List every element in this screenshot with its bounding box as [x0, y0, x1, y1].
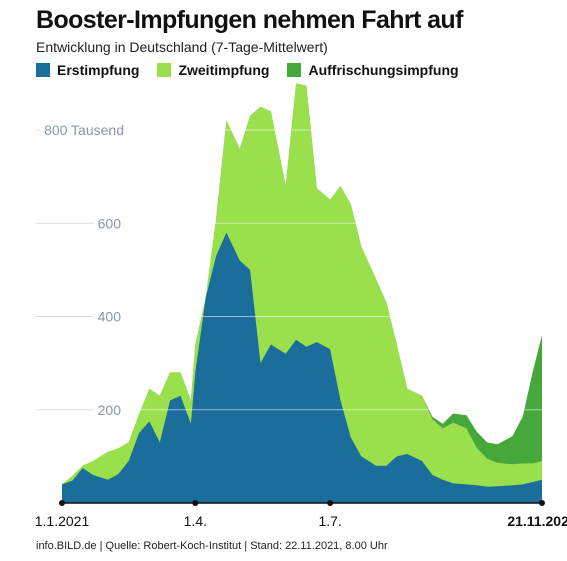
x-tick-dot-0 — [59, 500, 65, 506]
area-zweitimpfung — [62, 83, 542, 504]
x-tick-dot-3 — [539, 500, 545, 506]
legend-label-zweitimpfung: Zweitimpfung — [178, 62, 270, 78]
chart-subtitle: Entwicklung in Deutschland (7-Tage-Mitte… — [36, 39, 328, 55]
y-tick-label-600: 600 — [98, 215, 122, 231]
y-tick-label-800: 800 Tausend — [44, 122, 124, 138]
x-tick-label-1: 1.4. — [184, 513, 207, 529]
y-tick-label-400: 400 — [98, 309, 122, 325]
y-tick-label-bg-200 — [93, 399, 126, 420]
source-footer: info.BILD.de | Quelle: Robert-Koch-Insti… — [36, 540, 388, 552]
legend-label-erstimpfung: Erstimpfung — [57, 62, 140, 78]
legend-swatch-auffrischungsimpfung — [287, 63, 302, 77]
legend-item-erstimpfung: Erstimpfung — [36, 62, 139, 78]
legend-item-zweitimpfung: Zweitimpfung — [157, 62, 269, 78]
y-tick-label-bg-400 — [93, 306, 126, 327]
chart-title: Booster-Impfungen nehmen Fahrt auf — [36, 6, 463, 34]
legend-swatch-erstimpfung — [36, 63, 50, 77]
y-tick-label-bg-600 — [93, 213, 126, 234]
x-tick-label-2: 1.7. — [318, 513, 341, 529]
legend-label-auffrischungsimpfung: Auffrischungsimpfung — [308, 62, 459, 78]
area-erstimpfung — [62, 232, 542, 503]
legend: Erstimpfung Zweitimpfung Auffrischungsim… — [36, 62, 459, 78]
x-tick-label-3: 21.11.2021 — [507, 513, 567, 529]
x-tick-label-0: 1.1.2021 — [35, 513, 90, 529]
x-tick-dot-1 — [192, 500, 199, 506]
legend-swatch-zweitimpfung — [157, 63, 172, 77]
legend-item-auffrischungsimpfung: Auffrischungsimpfung — [287, 62, 459, 78]
y-tick-label-200: 200 — [98, 402, 122, 418]
x-tick-dot-2 — [327, 500, 334, 506]
y-tick-label-bg-800 — [40, 120, 128, 140]
